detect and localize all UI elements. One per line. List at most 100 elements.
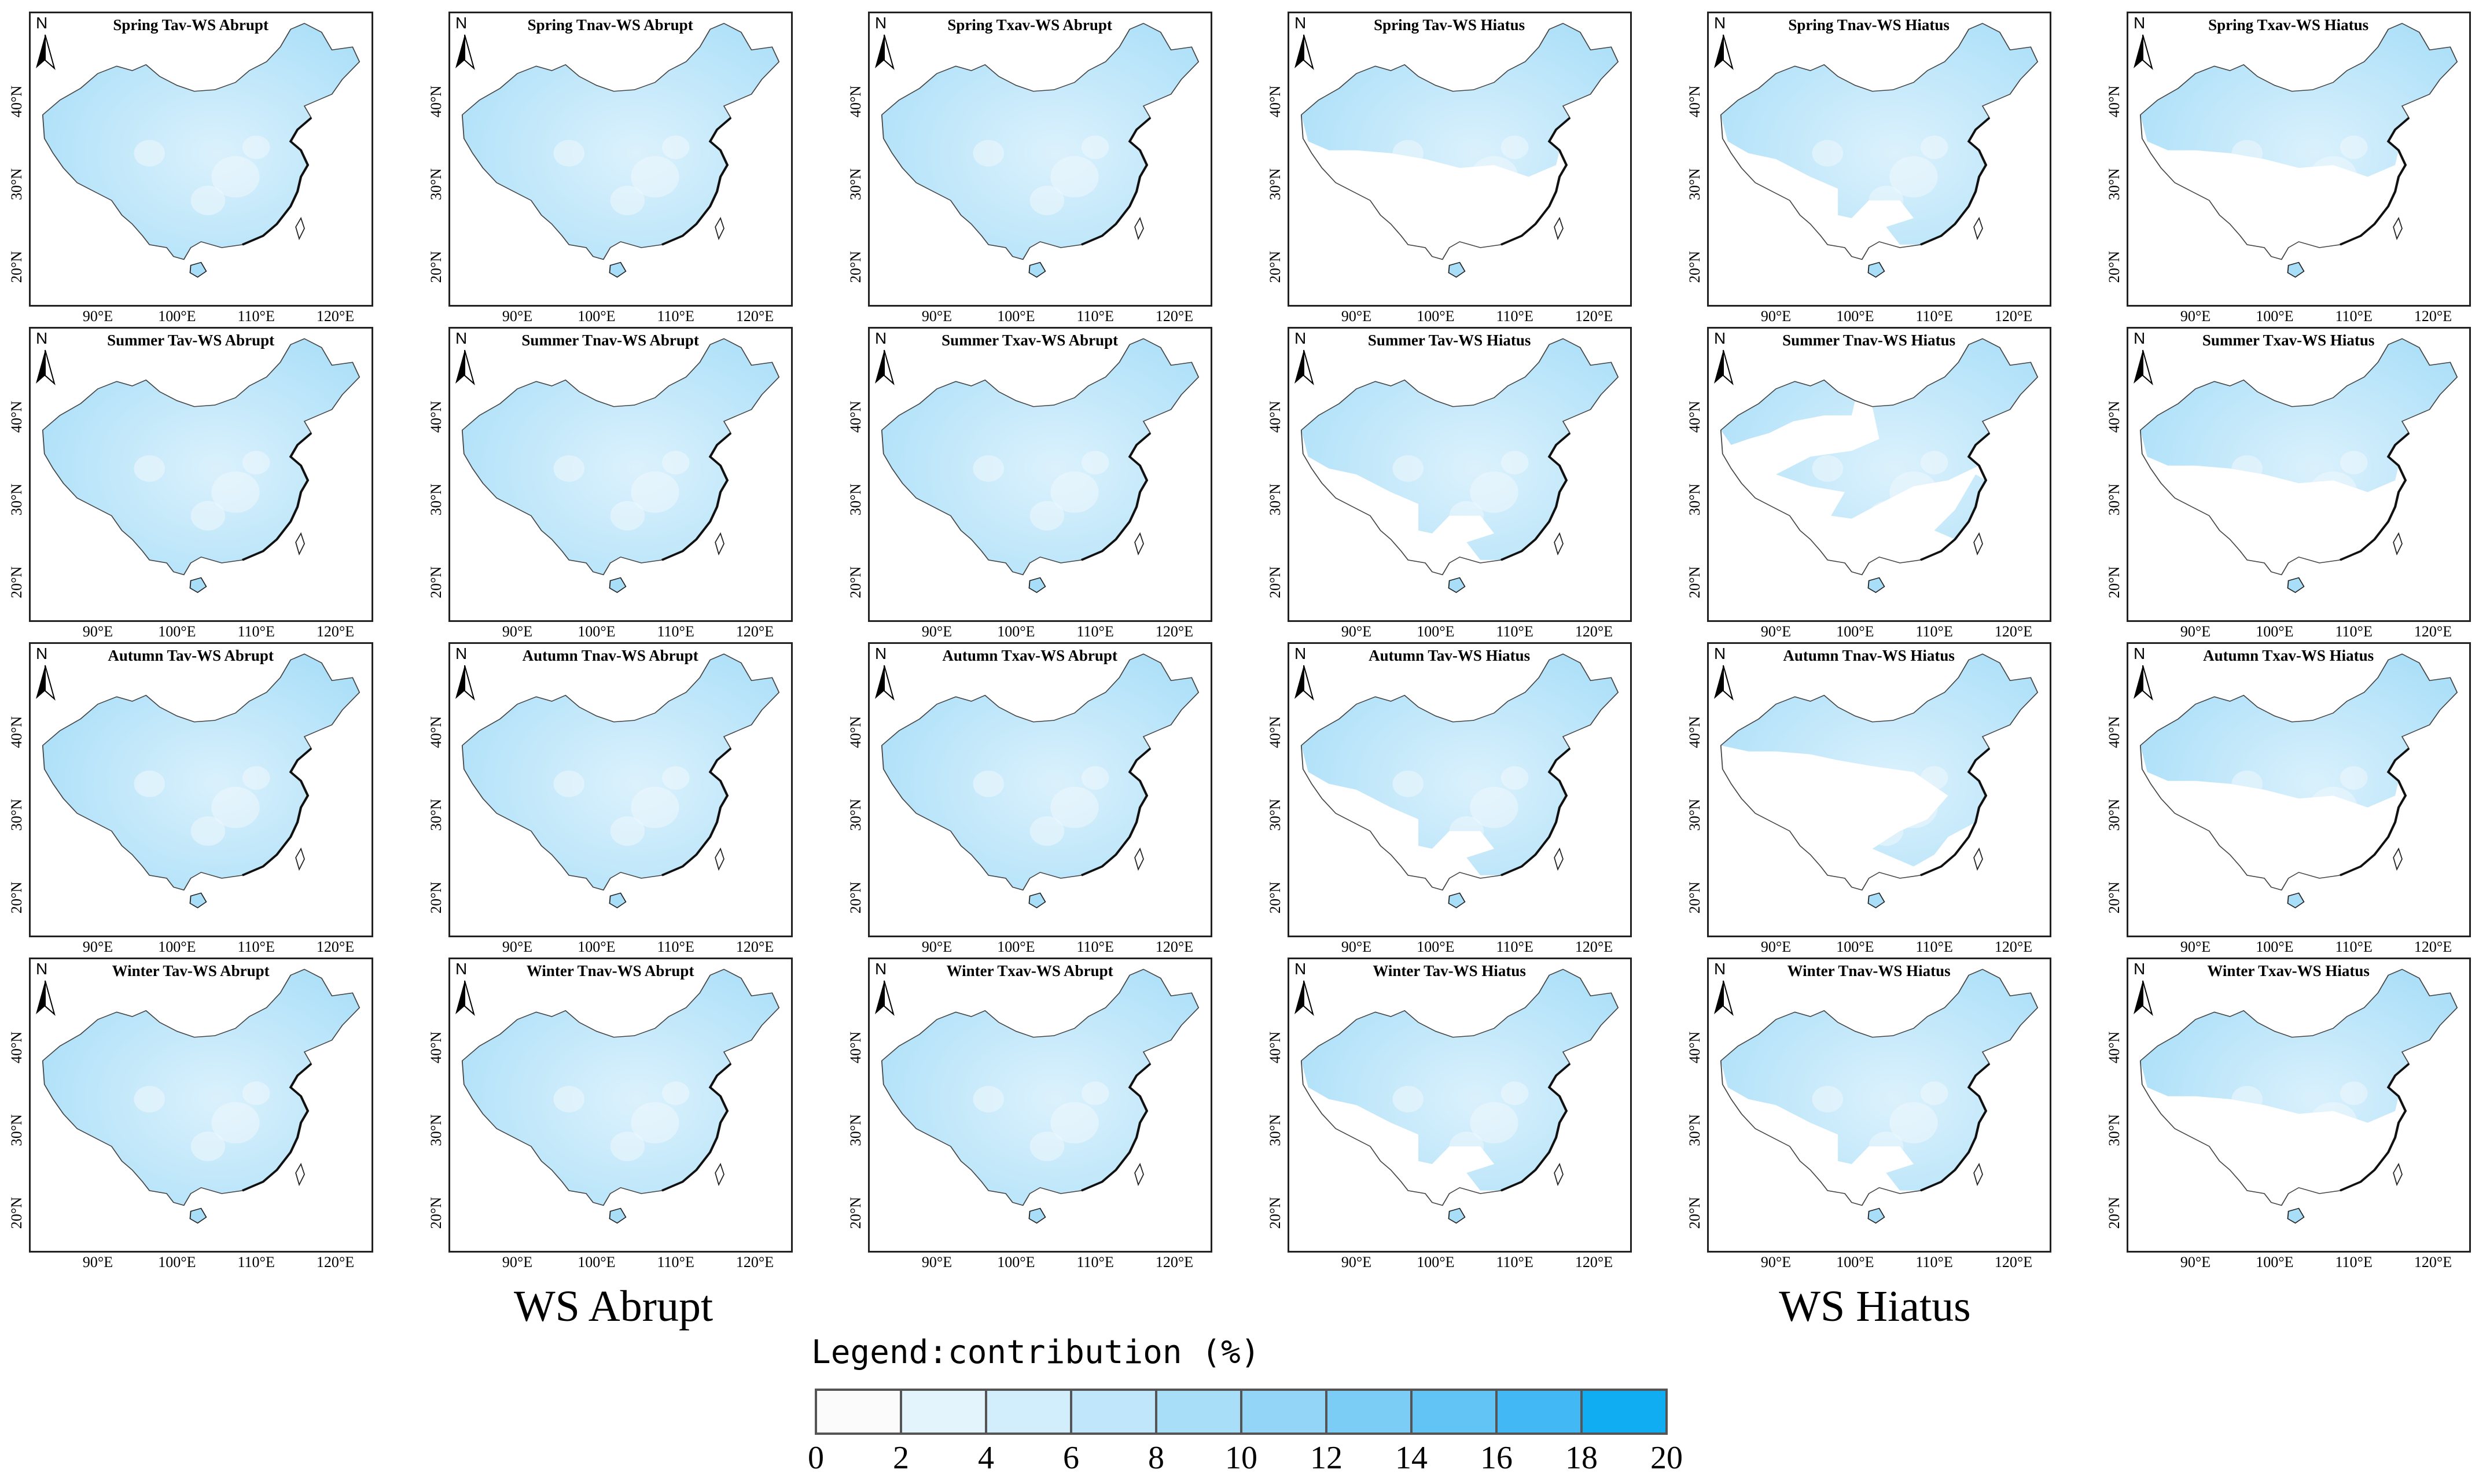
north-arrow-icon	[875, 665, 895, 701]
north-arrow-icon	[1294, 34, 1314, 70]
x-tick-label: 90°E	[502, 308, 533, 325]
hainan-island	[2287, 262, 2305, 278]
north-label: N	[1714, 14, 1726, 32]
contribution-texture	[1812, 135, 1948, 215]
y-tick-label: 30°N	[8, 168, 25, 200]
coastline	[241, 747, 312, 877]
x-tick-label: 120°E	[735, 938, 774, 955]
taiwan-island	[715, 847, 724, 871]
y-tick-label: 30°N	[1686, 168, 1703, 200]
y-tick-label: 40°N	[8, 716, 25, 748]
legend-tick-label: 18	[1565, 1440, 1598, 1476]
y-tick-label: 20°N	[847, 881, 864, 914]
x-tick-label: 120°E	[1994, 938, 2033, 955]
x-tick-label: 100°E	[997, 1254, 1035, 1271]
hainan-island	[609, 262, 627, 278]
coastline	[1500, 1063, 1571, 1192]
north-arrow-icon	[1714, 665, 1734, 701]
coastline	[661, 747, 732, 877]
y-tick-label: 30°N	[847, 1114, 864, 1146]
y-tick-label: 20°N	[428, 251, 444, 283]
china-map	[1300, 338, 1619, 593]
north-label: N	[1714, 329, 1726, 347]
coastline	[2339, 432, 2410, 561]
taiwan-island	[1134, 216, 1144, 241]
contribution-texture	[134, 766, 270, 846]
y-tick-label: 40°N	[847, 400, 864, 433]
contribution-texture	[134, 135, 270, 215]
y-tick-label: 40°N	[2106, 716, 2123, 748]
contribution-fill	[2140, 654, 2458, 808]
north-arrow-icon	[1714, 34, 1734, 70]
taiwan-island	[1554, 847, 1564, 871]
x-tick-label: 100°E	[1836, 938, 1874, 955]
x-tick-label: 110°E	[1915, 1254, 1953, 1271]
legend-tick-label: 16	[1480, 1440, 1513, 1476]
y-tick-label: 40°N	[1267, 716, 1283, 748]
y-tick-label: 20°N	[1267, 251, 1283, 283]
x-tick-label: 110°E	[657, 308, 694, 325]
map-panel: Winter Txav-WS Abrupt N 90°E 100°E 110°E 120°…	[845, 958, 1224, 1276]
x-tick-label: 100°E	[997, 623, 1035, 640]
map-panel: Winter Txav-WS Hiatus N 90°E 100°E 110°E 120°…	[2103, 958, 2482, 1276]
x-tick-label: 120°E	[735, 308, 774, 325]
north-arrow-icon	[455, 349, 475, 385]
x-tick-label: 100°E	[997, 938, 1035, 955]
china-map	[461, 338, 780, 593]
panel-title: Spring Tav-WS Abrupt	[113, 16, 269, 34]
x-tick-label: 120°E	[1155, 938, 1194, 955]
legend-swatch	[817, 1391, 902, 1433]
hainan-island	[189, 892, 207, 908]
x-tick-label: 110°E	[237, 938, 275, 955]
china-map	[461, 23, 780, 278]
north-arrow-icon	[455, 980, 475, 1016]
north-arrow-icon	[1714, 980, 1734, 1016]
hainan-island	[1867, 892, 1885, 908]
x-tick-label: 100°E	[578, 623, 616, 640]
china-map	[881, 969, 1200, 1224]
x-tick-label: 120°E	[316, 938, 355, 955]
taiwan-island	[1134, 1162, 1144, 1187]
y-tick-label: 30°N	[1267, 168, 1283, 200]
north-arrow-icon	[875, 980, 895, 1016]
hainan-island	[2287, 577, 2305, 593]
x-tick-label: 90°E	[82, 1254, 113, 1271]
x-tick-label: 90°E	[921, 308, 952, 325]
y-tick-label: 40°N	[8, 400, 25, 433]
contribution-fill	[881, 969, 1199, 1206]
x-tick-label: 120°E	[1575, 1254, 1613, 1271]
contribution-texture	[1392, 1081, 1529, 1161]
north-label: N	[1714, 645, 1726, 662]
y-tick-label: 20°N	[428, 566, 444, 598]
x-tick-label: 90°E	[82, 308, 113, 325]
north-label: N	[875, 14, 887, 32]
x-tick-label: 100°E	[2256, 308, 2294, 325]
x-tick-label: 120°E	[2414, 308, 2452, 325]
x-tick-label: 110°E	[1496, 308, 1533, 325]
legend-tick-label: 8	[1148, 1440, 1164, 1476]
contribution-fill	[462, 969, 779, 1206]
hainan-island	[1448, 577, 1466, 593]
north-arrow-icon	[1294, 980, 1314, 1016]
hainan-island	[609, 892, 627, 908]
hainan-island	[1448, 262, 1466, 278]
china-map	[1300, 969, 1619, 1224]
legend-tick-label: 2	[893, 1440, 909, 1476]
x-tick-label: 100°E	[1836, 1254, 1874, 1271]
x-tick-label: 90°E	[2180, 938, 2211, 955]
coastline	[661, 1063, 732, 1192]
china-map	[1720, 338, 2039, 593]
y-tick-label: 20°N	[1267, 1196, 1283, 1229]
legend-title: Legend:contribution (%)	[811, 1334, 1260, 1371]
x-tick-label: 110°E	[1496, 623, 1533, 640]
contribution-fill	[42, 23, 360, 260]
coastline	[2339, 747, 2410, 877]
x-tick-label: 110°E	[237, 623, 275, 640]
taiwan-island	[295, 532, 305, 556]
panel-title: Summer Tav-WS Abrupt	[107, 332, 275, 349]
x-tick-label: 90°E	[2180, 308, 2211, 325]
y-tick-label: 40°N	[1686, 85, 1703, 117]
y-tick-label: 20°N	[2106, 251, 2123, 283]
x-tick-label: 90°E	[2180, 1254, 2211, 1271]
north-label: N	[2134, 14, 2146, 32]
